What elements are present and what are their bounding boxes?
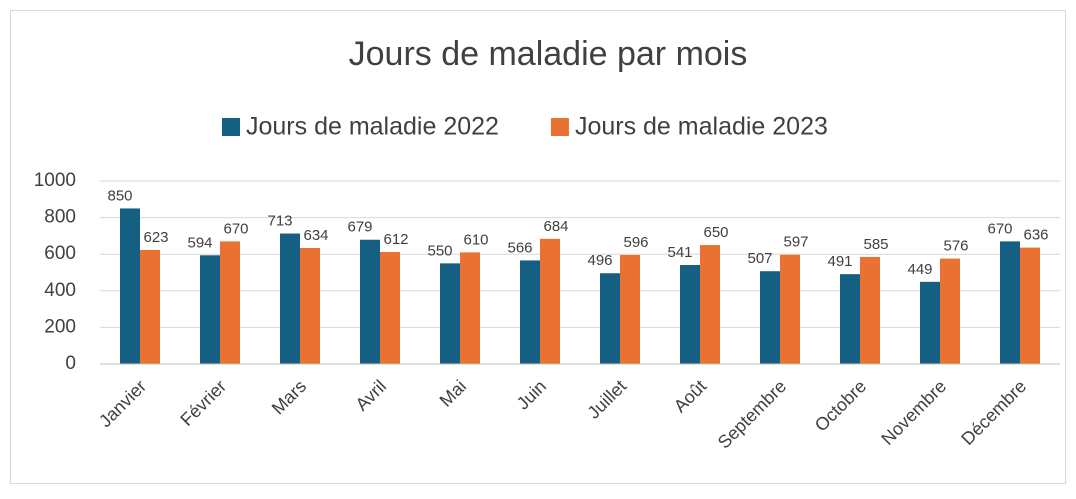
chart-border [10, 10, 1066, 484]
bar [360, 239, 380, 364]
bar [540, 238, 560, 364]
legend-swatch [222, 118, 240, 136]
bar [200, 255, 220, 364]
data-label: 597 [783, 234, 808, 251]
data-label: 596 [623, 234, 648, 251]
bar [460, 252, 480, 364]
data-label: 670 [987, 220, 1012, 237]
y-tick-label: 400 [44, 280, 76, 301]
data-label: 670 [223, 220, 248, 237]
data-label: 541 [667, 244, 692, 261]
data-label: 576 [943, 238, 968, 255]
data-label: 610 [463, 231, 488, 248]
bar [940, 258, 960, 364]
chart-title: Jours de maladie par mois [349, 35, 748, 73]
data-label: 634 [303, 227, 328, 244]
legend-label: Jours de maladie 2023 [575, 113, 828, 141]
data-label: 594 [187, 234, 212, 251]
bar [1020, 247, 1040, 364]
y-tick-label: 1000 [34, 170, 76, 191]
bar [280, 233, 300, 364]
data-label: 713 [267, 212, 292, 229]
bar [440, 263, 460, 364]
data-label: 566 [507, 239, 532, 256]
data-label: 850 [107, 187, 132, 204]
bar [620, 254, 640, 364]
data-label: 636 [1023, 227, 1048, 244]
y-tick-label: 0 [65, 353, 76, 374]
data-label: 507 [747, 250, 772, 267]
y-tick-label: 600 [44, 243, 76, 264]
data-label: 684 [543, 218, 568, 235]
bar [300, 247, 320, 364]
bar [700, 245, 720, 364]
bar [920, 281, 940, 364]
bar [760, 271, 780, 364]
data-label: 449 [907, 261, 932, 278]
data-label: 623 [143, 229, 168, 246]
data-label: 679 [347, 219, 372, 236]
legend-swatch [550, 118, 569, 136]
bar [600, 273, 620, 364]
data-label: 491 [827, 253, 852, 270]
y-tick-label: 200 [44, 316, 76, 337]
bar [120, 208, 140, 364]
bar [520, 260, 540, 364]
bar [220, 241, 240, 364]
data-label: 612 [383, 231, 408, 248]
data-label: 550 [427, 242, 452, 259]
data-label: 496 [587, 252, 612, 269]
bar [780, 254, 800, 364]
bar [380, 252, 400, 364]
data-label: 650 [703, 224, 728, 241]
data-label: 585 [863, 236, 888, 253]
bar [860, 256, 880, 364]
bar [140, 249, 160, 364]
bar [1000, 241, 1020, 364]
y-tick-label: 800 [44, 207, 76, 228]
bar [680, 264, 700, 364]
legend-label: Jours de maladie 2022 [246, 113, 499, 141]
bar [840, 274, 860, 364]
